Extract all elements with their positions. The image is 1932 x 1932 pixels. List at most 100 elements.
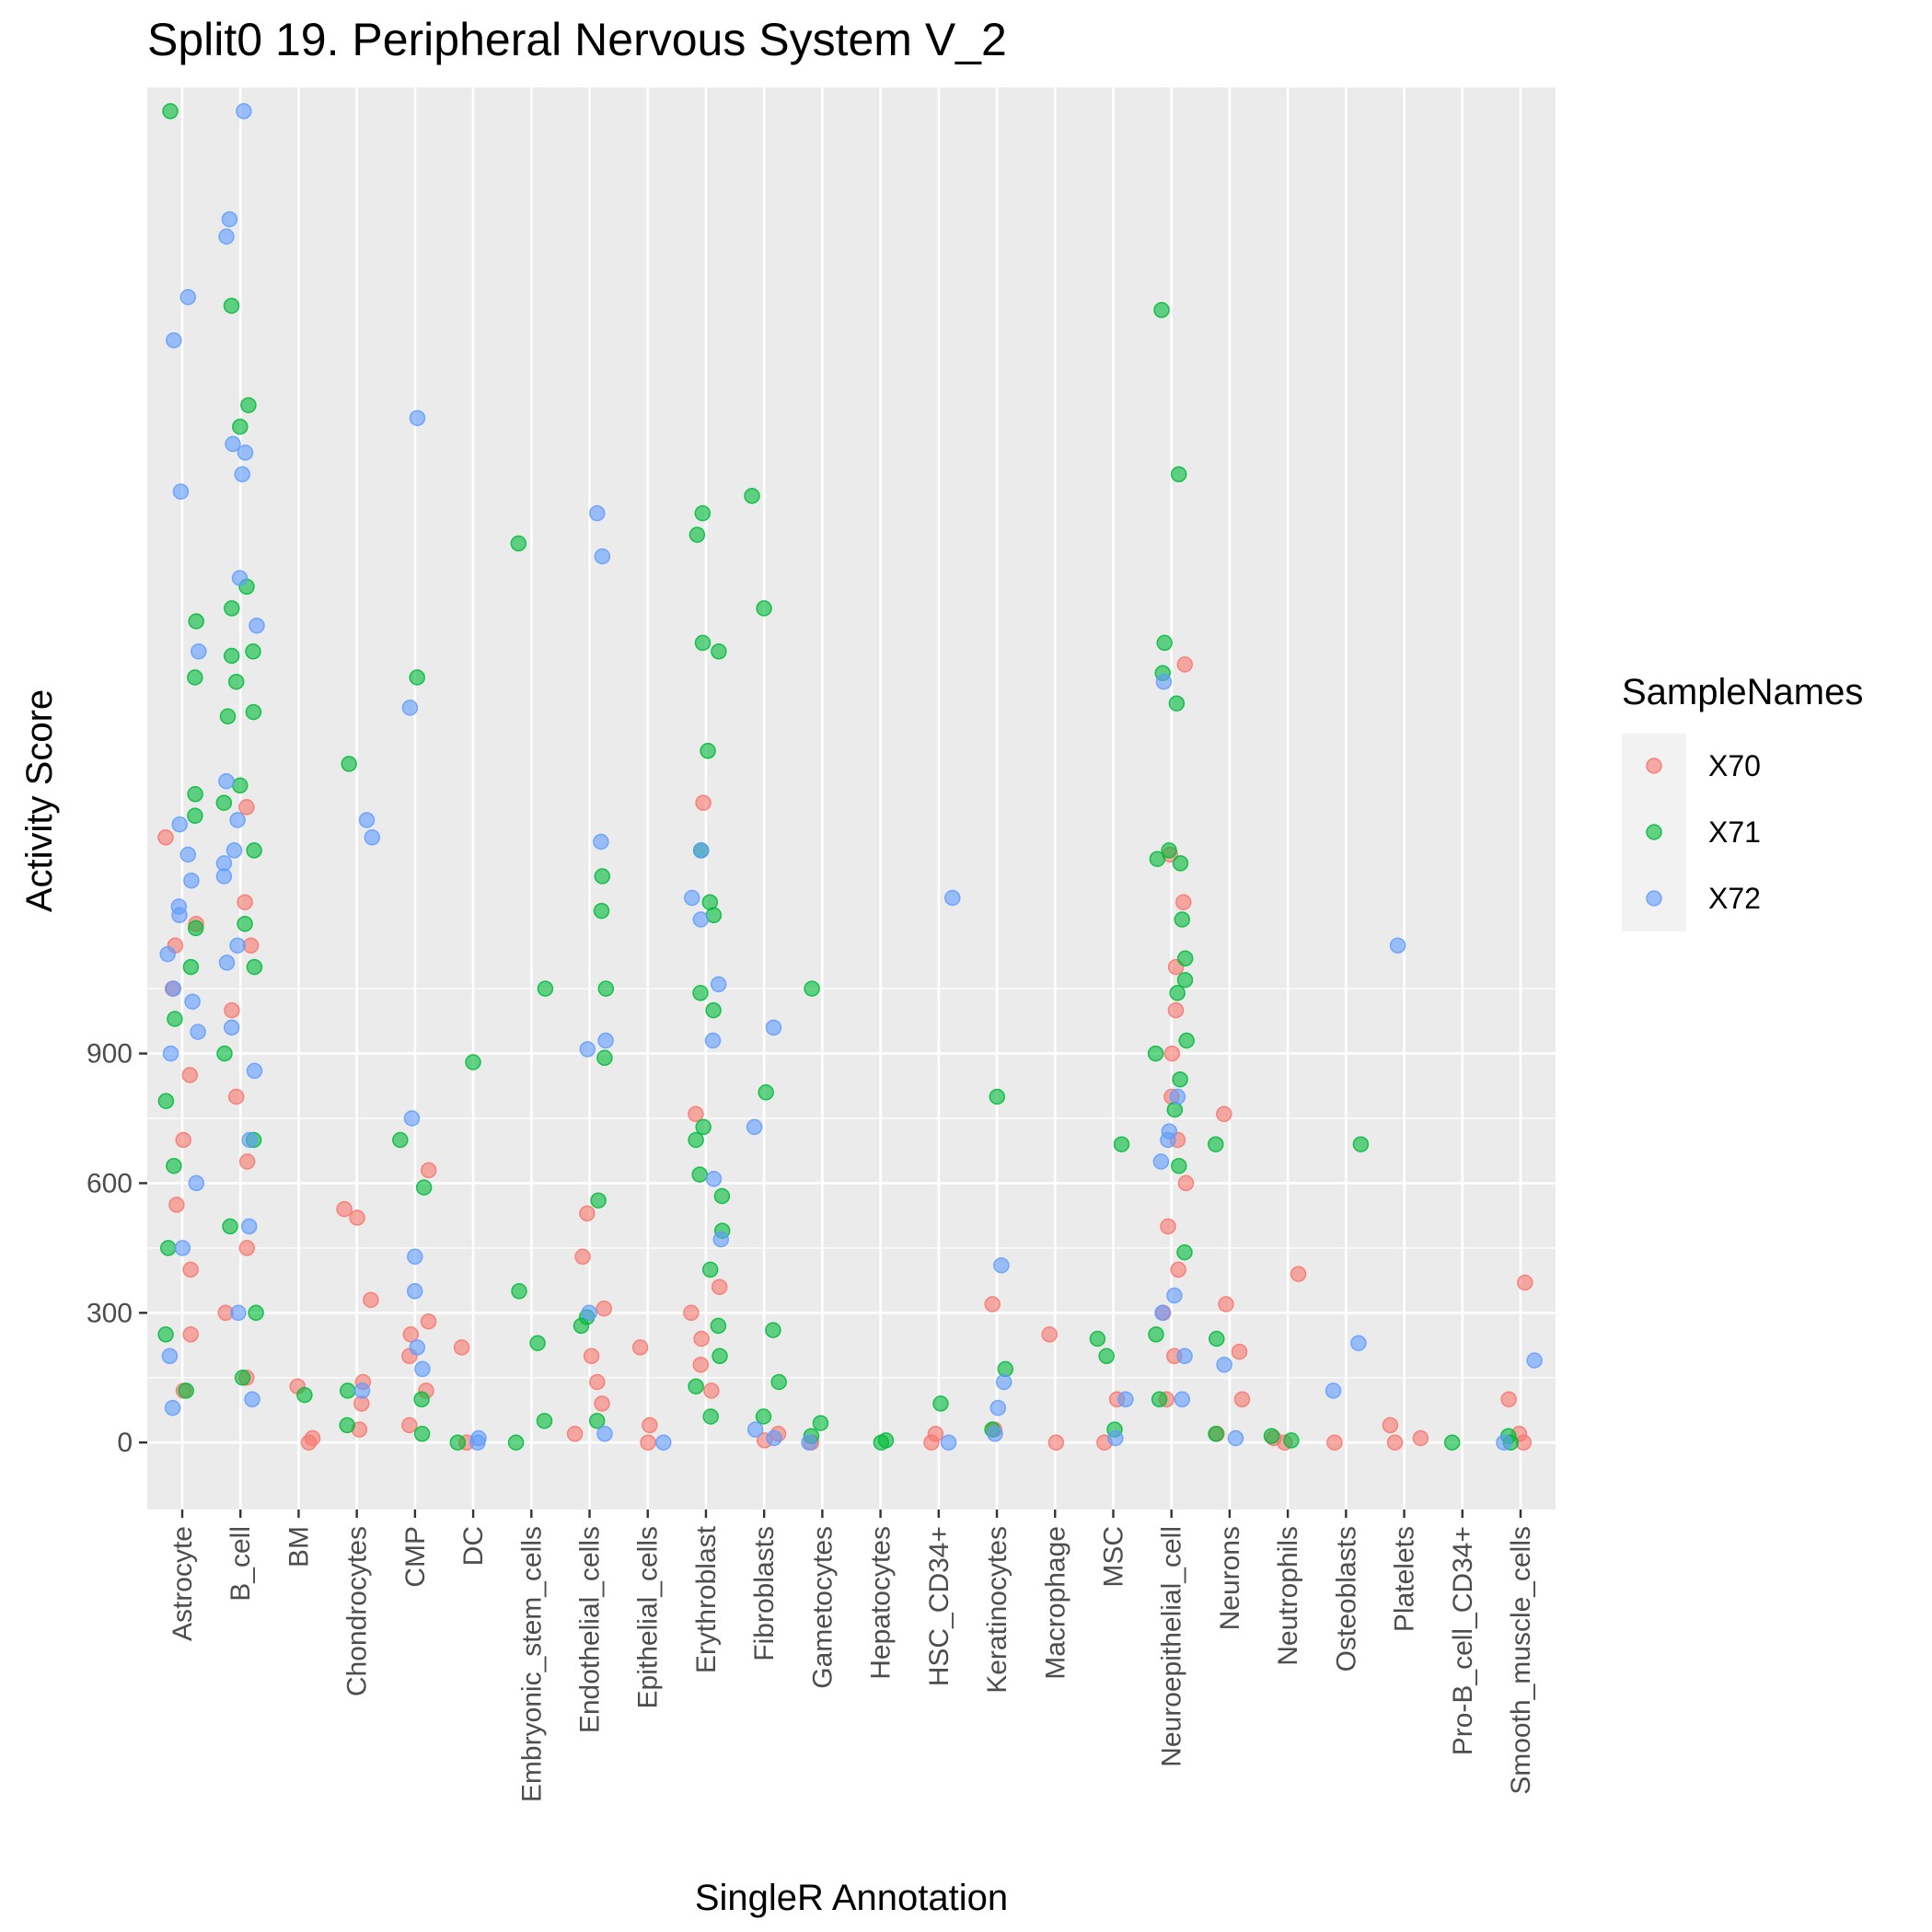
data-point-x71 (688, 526, 706, 543)
data-point-x71 (1113, 1136, 1130, 1152)
data-point-x71 (529, 1335, 546, 1351)
data-point-x70 (1170, 1261, 1186, 1278)
data-point-x71 (167, 1011, 183, 1027)
data-point-x70 (227, 1088, 245, 1105)
data-point-x72 (1155, 673, 1173, 690)
data-point-x72 (171, 816, 188, 833)
data-point-x70 (688, 1105, 704, 1123)
x-tick-label: CMP (400, 1526, 431, 1588)
data-point-x71 (187, 807, 203, 825)
data-point-x72 (229, 937, 246, 954)
data-point-x71 (1208, 1426, 1224, 1442)
data-point-x70 (182, 1326, 199, 1343)
data-point-x70 (1167, 1001, 1185, 1019)
data-point-x71 (339, 1382, 356, 1399)
data-point-x71 (765, 1322, 781, 1338)
data-point-x72 (579, 1041, 596, 1058)
data-point-x70 (453, 1339, 470, 1356)
data-point-x71 (1174, 911, 1191, 928)
data-point-x70 (237, 894, 253, 910)
x-tick-label: DC (458, 1526, 489, 1566)
data-point-x71 (507, 1434, 525, 1451)
data-point-x71 (688, 1378, 704, 1394)
data-point-x71 (756, 600, 772, 617)
data-point-x71 (1176, 950, 1194, 967)
data-point-x72 (944, 889, 961, 907)
x-tick-label: B_cell (226, 1526, 256, 1602)
data-point-x72 (218, 772, 235, 790)
data-point-x71 (1169, 985, 1186, 1001)
data-point-x70 (692, 1356, 710, 1373)
x-tick-label: Platelets (1390, 1526, 1420, 1632)
data-point-x71 (804, 980, 820, 997)
data-point-x71 (246, 842, 262, 859)
data-point-x71 (245, 643, 261, 660)
data-point-x72 (409, 1339, 426, 1356)
data-point-x71 (465, 1054, 481, 1070)
x-tick-label: Neuroepithelial_cell (1157, 1526, 1187, 1767)
data-point-x70 (420, 1162, 437, 1179)
data-point-x72 (237, 445, 254, 461)
data-point-x72 (987, 1426, 1003, 1442)
data-point-x70 (349, 1209, 365, 1226)
data-point-x72 (995, 1373, 1012, 1391)
data-point-x71 (237, 915, 253, 932)
data-point-x70 (420, 1313, 437, 1330)
data-point-x72 (218, 954, 236, 971)
data-point-x71 (701, 1261, 719, 1278)
data-point-x71 (157, 1093, 175, 1109)
data-point-x71 (588, 1412, 606, 1429)
data-point-x71 (691, 1166, 708, 1183)
data-point-x71 (1149, 850, 1166, 867)
data-point-x71 (1172, 1070, 1188, 1088)
data-point-x70 (238, 1240, 256, 1256)
data-point-x70 (683, 1304, 700, 1322)
data-point-x72 (693, 842, 710, 859)
data-point-x70 (589, 1373, 606, 1391)
data-points (157, 103, 1543, 1451)
data-point-x70 (579, 1205, 596, 1222)
x-tick-label: Osteoblasts (1331, 1526, 1361, 1672)
data-point-x72 (746, 1118, 763, 1136)
x-tick-label: HSC_CD34+ (924, 1526, 954, 1686)
data-point-x72 (230, 1304, 247, 1322)
data-point-x71 (590, 1192, 607, 1209)
data-point-x72 (183, 872, 200, 889)
legend-label-x72: X72 (1708, 882, 1761, 915)
data-point-x71 (224, 600, 240, 617)
data-point-x72 (179, 846, 197, 863)
y-tick-label: 900 (87, 1039, 133, 1070)
data-point-x71 (1283, 1432, 1300, 1449)
data-point-x71 (711, 1348, 728, 1365)
minor-gridlines (147, 988, 1556, 1379)
data-point-x72 (1389, 937, 1406, 954)
data-point-x70 (984, 1296, 1001, 1313)
data-point-x70 (157, 829, 174, 846)
data-point-x72 (218, 228, 235, 245)
x-tick-label: Embryonic_stem_cells (516, 1526, 547, 1802)
data-point-x70 (1412, 1429, 1429, 1447)
data-point-x72 (223, 1019, 240, 1036)
x-tick-label: Astrocyte (168, 1526, 198, 1641)
x-tick-label: Pro-B_cell_CD34+ (1448, 1526, 1478, 1755)
data-point-x72 (594, 548, 611, 565)
data-point-x70 (363, 1291, 379, 1308)
x-axis: Astrocyte B_cell BM Chondrocytes CMP DC Embryo… (168, 1510, 1536, 1802)
data-point-x71 (510, 535, 527, 552)
data-point-x72 (221, 211, 238, 227)
data-point-x70 (566, 1426, 584, 1442)
data-point-x71 (187, 786, 203, 803)
data-point-x72 (215, 868, 233, 885)
x-tick-label: BM (283, 1526, 314, 1568)
data-point-x71 (245, 703, 262, 721)
data-point-x72 (236, 103, 252, 120)
data-point-x71 (1168, 695, 1186, 711)
x-tick-label: Endothelial_cells (575, 1526, 606, 1733)
data-point-x70 (168, 1197, 185, 1213)
data-point-x71 (593, 902, 610, 920)
data-point-x72 (358, 812, 376, 828)
data-point-x71 (755, 1408, 772, 1425)
data-point-x71 (744, 488, 760, 504)
data-point-x71 (413, 1426, 431, 1442)
data-point-x70 (1047, 1434, 1065, 1451)
